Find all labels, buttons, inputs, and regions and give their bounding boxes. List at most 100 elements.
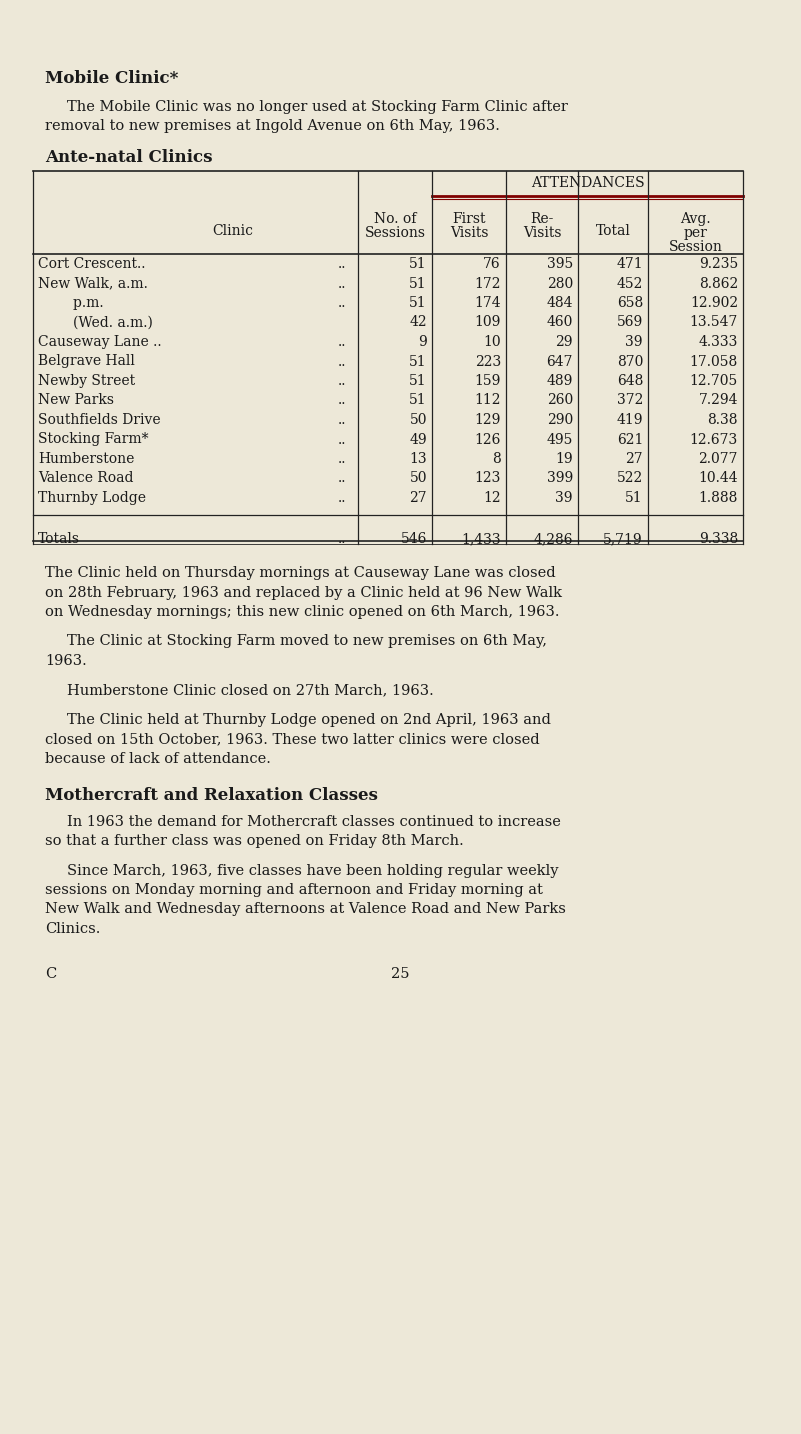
Text: ..: .. [338,452,347,466]
Text: Mothercraft and Relaxation Classes: Mothercraft and Relaxation Classes [45,786,378,803]
Text: 484: 484 [546,295,573,310]
Text: 10: 10 [483,336,501,348]
Text: The Clinic held at Thurnby Lodge opened on 2nd April, 1963 and: The Clinic held at Thurnby Lodge opened … [67,713,551,727]
Text: 76: 76 [483,257,501,271]
Text: p.m.: p.m. [38,295,103,310]
Text: removal to new premises at Ingold Avenue on 6th May, 1963.: removal to new premises at Ingold Avenue… [45,119,500,133]
Text: 5,719: 5,719 [603,532,643,546]
Text: (Wed. a.m.): (Wed. a.m.) [38,315,153,330]
Text: 471: 471 [617,257,643,271]
Text: ..: .. [338,336,347,348]
Text: 126: 126 [475,433,501,446]
Text: 489: 489 [546,374,573,389]
Text: 658: 658 [617,295,643,310]
Text: on 28th February, 1963 and replaced by a Clinic held at 96 New Walk: on 28th February, 1963 and replaced by a… [45,585,562,599]
Text: 19: 19 [555,452,573,466]
Text: 29: 29 [556,336,573,348]
Text: 174: 174 [474,295,501,310]
Text: Avg.: Avg. [680,212,710,227]
Text: The Mobile Clinic was no longer used at Stocking Farm Clinic after: The Mobile Clinic was no longer used at … [67,100,568,113]
Text: closed on 15th October, 1963. These two latter clinics were closed: closed on 15th October, 1963. These two … [45,733,540,747]
Text: Cort Crescent..: Cort Crescent.. [38,257,146,271]
Text: Session: Session [669,239,723,254]
Text: Stocking Farm*: Stocking Farm* [38,433,148,446]
Text: ..: .. [338,354,347,369]
Text: on Wednesday mornings; this new clinic opened on 6th March, 1963.: on Wednesday mornings; this new clinic o… [45,605,560,619]
Text: Re-: Re- [530,212,553,227]
Text: 42: 42 [409,315,427,330]
Text: Humberstone Clinic closed on 27th March, 1963.: Humberstone Clinic closed on 27th March,… [67,684,434,697]
Text: 9: 9 [418,336,427,348]
Text: because of lack of attendance.: because of lack of attendance. [45,751,271,766]
Text: 51: 51 [409,295,427,310]
Text: C: C [45,967,56,981]
Text: Belgrave Hall: Belgrave Hall [38,354,135,369]
Text: 452: 452 [617,277,643,291]
Text: 109: 109 [475,315,501,330]
Text: Valence Road: Valence Road [38,472,134,486]
Text: Newby Street: Newby Street [38,374,135,389]
Text: 39: 39 [626,336,643,348]
Text: 8.38: 8.38 [707,413,738,427]
Text: ..: .. [338,257,347,271]
Text: per: per [683,227,707,239]
Text: 27: 27 [626,452,643,466]
Text: 460: 460 [546,315,573,330]
Text: Total: Total [596,224,630,238]
Text: Southfields Drive: Southfields Drive [38,413,161,427]
Text: 9.235: 9.235 [698,257,738,271]
Text: ..: .. [338,295,347,310]
Text: 51: 51 [409,374,427,389]
Text: 372: 372 [617,393,643,407]
Text: The Clinic held on Thursday mornings at Causeway Lane was closed: The Clinic held on Thursday mornings at … [45,566,556,579]
Text: 12: 12 [483,490,501,505]
Text: Ante-natal Clinics: Ante-natal Clinics [45,149,212,166]
Text: 647: 647 [546,354,573,369]
Text: 399: 399 [547,472,573,486]
Text: 50: 50 [409,413,427,427]
Text: 27: 27 [409,490,427,505]
Text: 8.862: 8.862 [698,277,738,291]
Text: 8: 8 [493,452,501,466]
Text: 648: 648 [617,374,643,389]
Text: 223: 223 [475,354,501,369]
Text: 51: 51 [409,277,427,291]
Text: 12.673: 12.673 [690,433,738,446]
Text: 419: 419 [617,413,643,427]
Text: Thurnby Lodge: Thurnby Lodge [38,490,146,505]
Text: 51: 51 [626,490,643,505]
Text: Humberstone: Humberstone [38,452,135,466]
Text: ..: .. [338,433,347,446]
Text: 280: 280 [547,277,573,291]
Text: 112: 112 [474,393,501,407]
Text: Visits: Visits [523,227,562,239]
Text: 2.077: 2.077 [698,452,738,466]
Text: 39: 39 [556,490,573,505]
Text: 290: 290 [547,413,573,427]
Text: 129: 129 [475,413,501,427]
Text: Visits: Visits [449,227,489,239]
Text: ATTENDANCES: ATTENDANCES [531,176,644,189]
Text: 51: 51 [409,257,427,271]
Text: New Walk and Wednesday afternoons at Valence Road and New Parks: New Walk and Wednesday afternoons at Val… [45,902,566,916]
Text: 49: 49 [409,433,427,446]
Text: sessions on Monday morning and afternoon and Friday morning at: sessions on Monday morning and afternoon… [45,883,543,898]
Text: Clinics.: Clinics. [45,922,100,936]
Text: No. of: No. of [374,212,417,227]
Text: 10.44: 10.44 [698,472,738,486]
Text: 12.705: 12.705 [690,374,738,389]
Text: 50: 50 [409,472,427,486]
Text: 1,433: 1,433 [461,532,501,546]
Text: Since March, 1963, five classes have been holding regular weekly: Since March, 1963, five classes have bee… [67,863,558,878]
Text: New Walk, a.m.: New Walk, a.m. [38,277,148,291]
Text: so that a further class was opened on Friday 8th March.: so that a further class was opened on Fr… [45,835,464,847]
Text: 9.338: 9.338 [698,532,738,546]
Text: Totals: Totals [38,532,80,546]
Text: 4.333: 4.333 [698,336,738,348]
Text: 7.294: 7.294 [698,393,738,407]
Text: 51: 51 [409,354,427,369]
Text: Clinic: Clinic [212,224,253,238]
Text: 495: 495 [546,433,573,446]
Text: 51: 51 [409,393,427,407]
Text: 260: 260 [547,393,573,407]
